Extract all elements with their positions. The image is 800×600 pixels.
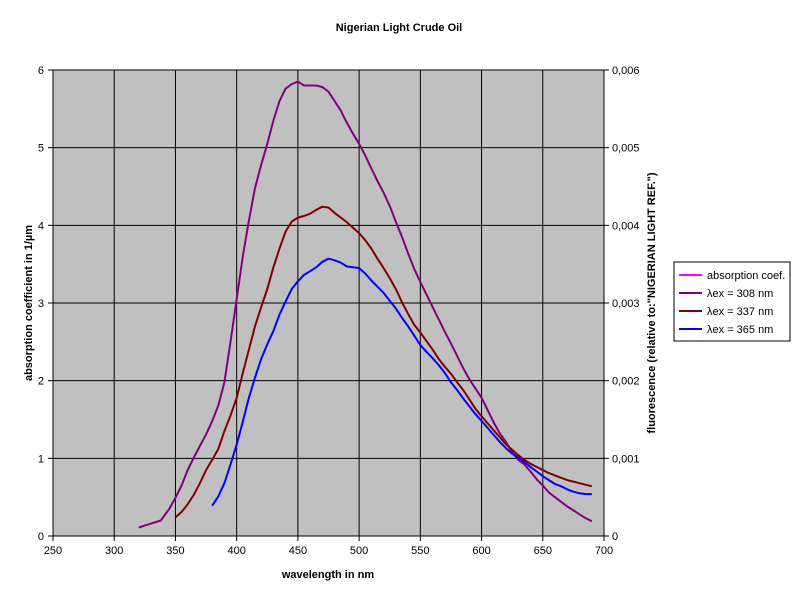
chart-title: Nigerian Light Crude Oil [336,22,463,34]
y2-tick-label: 0,002 [612,376,640,388]
y2-tick-label: 0 [612,531,618,543]
series-line-2 [174,205,593,519]
x-tick-label: 250 [44,545,62,557]
legend-label: λex = 337 nm [707,306,773,318]
x-axis-title: wavelength in nm [281,569,375,581]
y-tick-label: 5 [38,143,44,155]
x-tick-label: 650 [534,545,552,557]
x-tick-label: 300 [105,545,123,557]
y2-tick-label: 0,001 [612,453,640,465]
y2-axis-title: fluorescence (relative to:"NIGERIAN LIGH… [646,172,658,433]
x-tick-label: 450 [289,545,307,557]
y-tick-label: 2 [38,376,44,388]
x-tick-label: 550 [411,545,429,557]
legend-label: absorption coef. [707,270,785,282]
y2-tick-label: 0,004 [612,220,640,232]
y-axis-title: absorption coefficient in 1/µm [23,225,35,381]
x-tick-label: 600 [472,545,490,557]
legend-label: λex = 308 nm [707,288,773,300]
y2-tick-label: 0,003 [612,298,640,310]
y2-tick-label: 0,006 [612,65,640,77]
y2-tick-label: 0,005 [612,143,640,155]
legend-label: λex = 365 nm [707,324,773,336]
x-tick-label: 500 [350,545,368,557]
series-line-1 [138,80,593,529]
x-tick-label: 700 [595,545,613,557]
x-tick-label: 400 [227,545,245,557]
y-tick-label: 0 [38,531,44,543]
y-tick-label: 1 [38,453,44,465]
series-line-3 [211,257,592,507]
x-tick-label: 350 [166,545,184,557]
y-tick-label: 4 [38,220,44,232]
y-tick-label: 6 [38,65,44,77]
y-tick-label: 3 [38,298,44,310]
